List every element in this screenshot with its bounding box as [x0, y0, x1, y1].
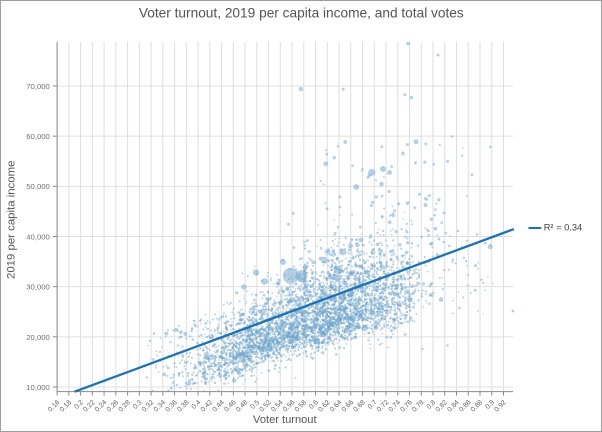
svg-text:20,000: 20,000	[26, 333, 50, 342]
svg-text:R² = 0.34: R² = 0.34	[544, 223, 583, 233]
svg-text:50,000: 50,000	[26, 182, 50, 191]
svg-text:2019 per capita income: 2019 per capita income	[5, 161, 17, 279]
svg-text:Voter turnout: Voter turnout	[253, 414, 317, 426]
svg-text:0.2: 0.2	[73, 399, 85, 411]
svg-text:40,000: 40,000	[26, 232, 50, 241]
svg-text:0.6: 0.6	[308, 399, 320, 411]
svg-text:Voter turnout, 2019 per capita: Voter turnout, 2019 per capita income, a…	[139, 5, 464, 20]
svg-text:0.9: 0.9	[484, 399, 496, 411]
svg-text:0.4: 0.4	[191, 399, 203, 411]
svg-text:10,000: 10,000	[26, 383, 50, 392]
svg-text:30,000: 30,000	[26, 283, 50, 292]
svg-text:0.5: 0.5	[249, 399, 261, 411]
svg-text:0.7: 0.7	[367, 399, 379, 411]
svg-text:70,000: 70,000	[26, 82, 50, 91]
svg-text:60,000: 60,000	[26, 132, 50, 141]
svg-text:0.3: 0.3	[132, 399, 144, 411]
svg-text:0.8: 0.8	[426, 399, 438, 411]
